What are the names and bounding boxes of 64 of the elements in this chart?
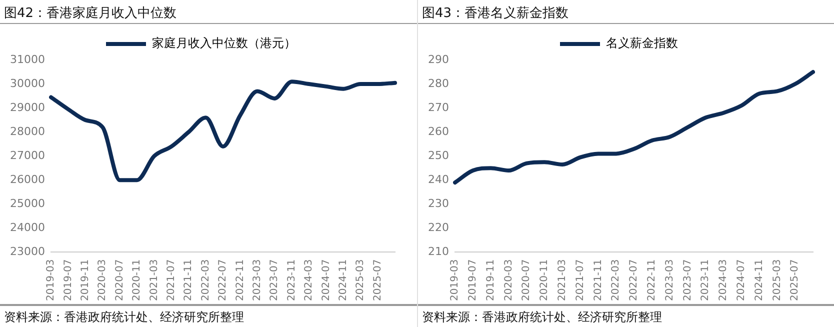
y-tick-label: 230 [428,197,449,210]
y-tick-label: 210 [428,245,449,258]
y-tick-label: 30000 [10,76,45,90]
x-tick-label: 2019-07 [467,259,478,302]
x-tick-label: 2019-07 [62,259,74,302]
x-tick-label: 2022-07 [628,259,640,302]
y-tick-label: 26000 [10,172,45,186]
x-tick-label: 2021-03 [148,259,160,302]
x-tick-label: 2025-07 [372,259,384,302]
x-tick-label: 2024-03 [304,259,315,302]
x-tick-label: 2024-07 [736,259,747,302]
x-tick-label: 2024-03 [718,259,730,302]
x-tick-label: 2024-07 [320,259,332,302]
x-tick-label: 2020-07 [114,259,126,302]
x-tick-label: 2022-11 [234,259,246,302]
x-tick-label: 2024-11 [754,259,765,302]
y-tick-label: 27000 [10,148,45,162]
legend-label: 家庭月收入中位数（港元） [152,36,296,50]
x-tick-label: 2023-11 [286,259,298,302]
y-tick-label: 24000 [10,221,45,234]
y-tick-label: 31000 [10,52,45,66]
y-tick-label: 25000 [10,197,45,210]
x-tick-label: 2021-07 [166,259,177,302]
x-tick-label: 2021-11 [592,259,604,302]
x-tick-label: 2019-11 [80,259,91,302]
x-tick-label: 2022-03 [610,259,622,302]
x-tick-label: 2020-07 [521,259,532,302]
x-tick-label: 2021-03 [556,259,568,302]
x-tick-label: 2020-11 [132,259,143,302]
y-tick-label: 280 [428,76,449,90]
x-tick-label: 2020-03 [97,259,108,302]
y-tick-label: 23000 [10,245,45,258]
x-tick-label: 2022-11 [646,259,658,302]
x-tick-label: 2021-11 [183,259,194,302]
x-tick-label: 2020-03 [503,259,514,302]
y-tick-label: 270 [428,100,449,114]
x-tick-label: 2023-07 [682,259,694,302]
x-tick-label: 2023-03 [664,259,676,302]
x-tick-label: 2023-11 [700,259,712,302]
text: 资料来源：香港政府统计处、经济研究所整理 [418,304,834,326]
y-tick-label: 240 [428,172,449,186]
x-tick-label: 2025-03 [772,259,783,302]
y-tick-label: 220 [428,221,449,234]
y-tick-label: 28000 [10,124,45,138]
legend-label: 名义薪金指数 [606,36,678,50]
chart-title: 图43：香港名义薪金指数 [418,0,834,24]
x-tick-label: 2019-03 [450,259,461,302]
y-tick-label: 250 [428,148,449,162]
y-tick-label: 29000 [10,100,45,114]
x-tick-label: 2025-07 [790,259,801,302]
x-tick-label: 2023-03 [252,259,263,302]
x-tick-label: 2022-07 [218,259,229,302]
y-tick-label: 260 [428,124,449,138]
x-tick-label: 2024-11 [338,259,349,302]
x-tick-label: 2019-03 [46,259,57,302]
y-tick-label: 290 [428,52,449,66]
chart-title: 图42：香港家庭月收入中位数 [0,0,417,24]
x-tick-label: 2020-11 [539,259,550,302]
x-tick-label: 2019-11 [485,259,496,302]
x-tick-label: 2025-03 [355,259,366,302]
text: 资料来源：香港政府统计处、经济研究所整理 [0,304,417,326]
x-tick-label: 2023-07 [269,259,280,302]
x-tick-label: 2022-03 [200,259,212,302]
x-tick-label: 2021-07 [574,259,586,302]
